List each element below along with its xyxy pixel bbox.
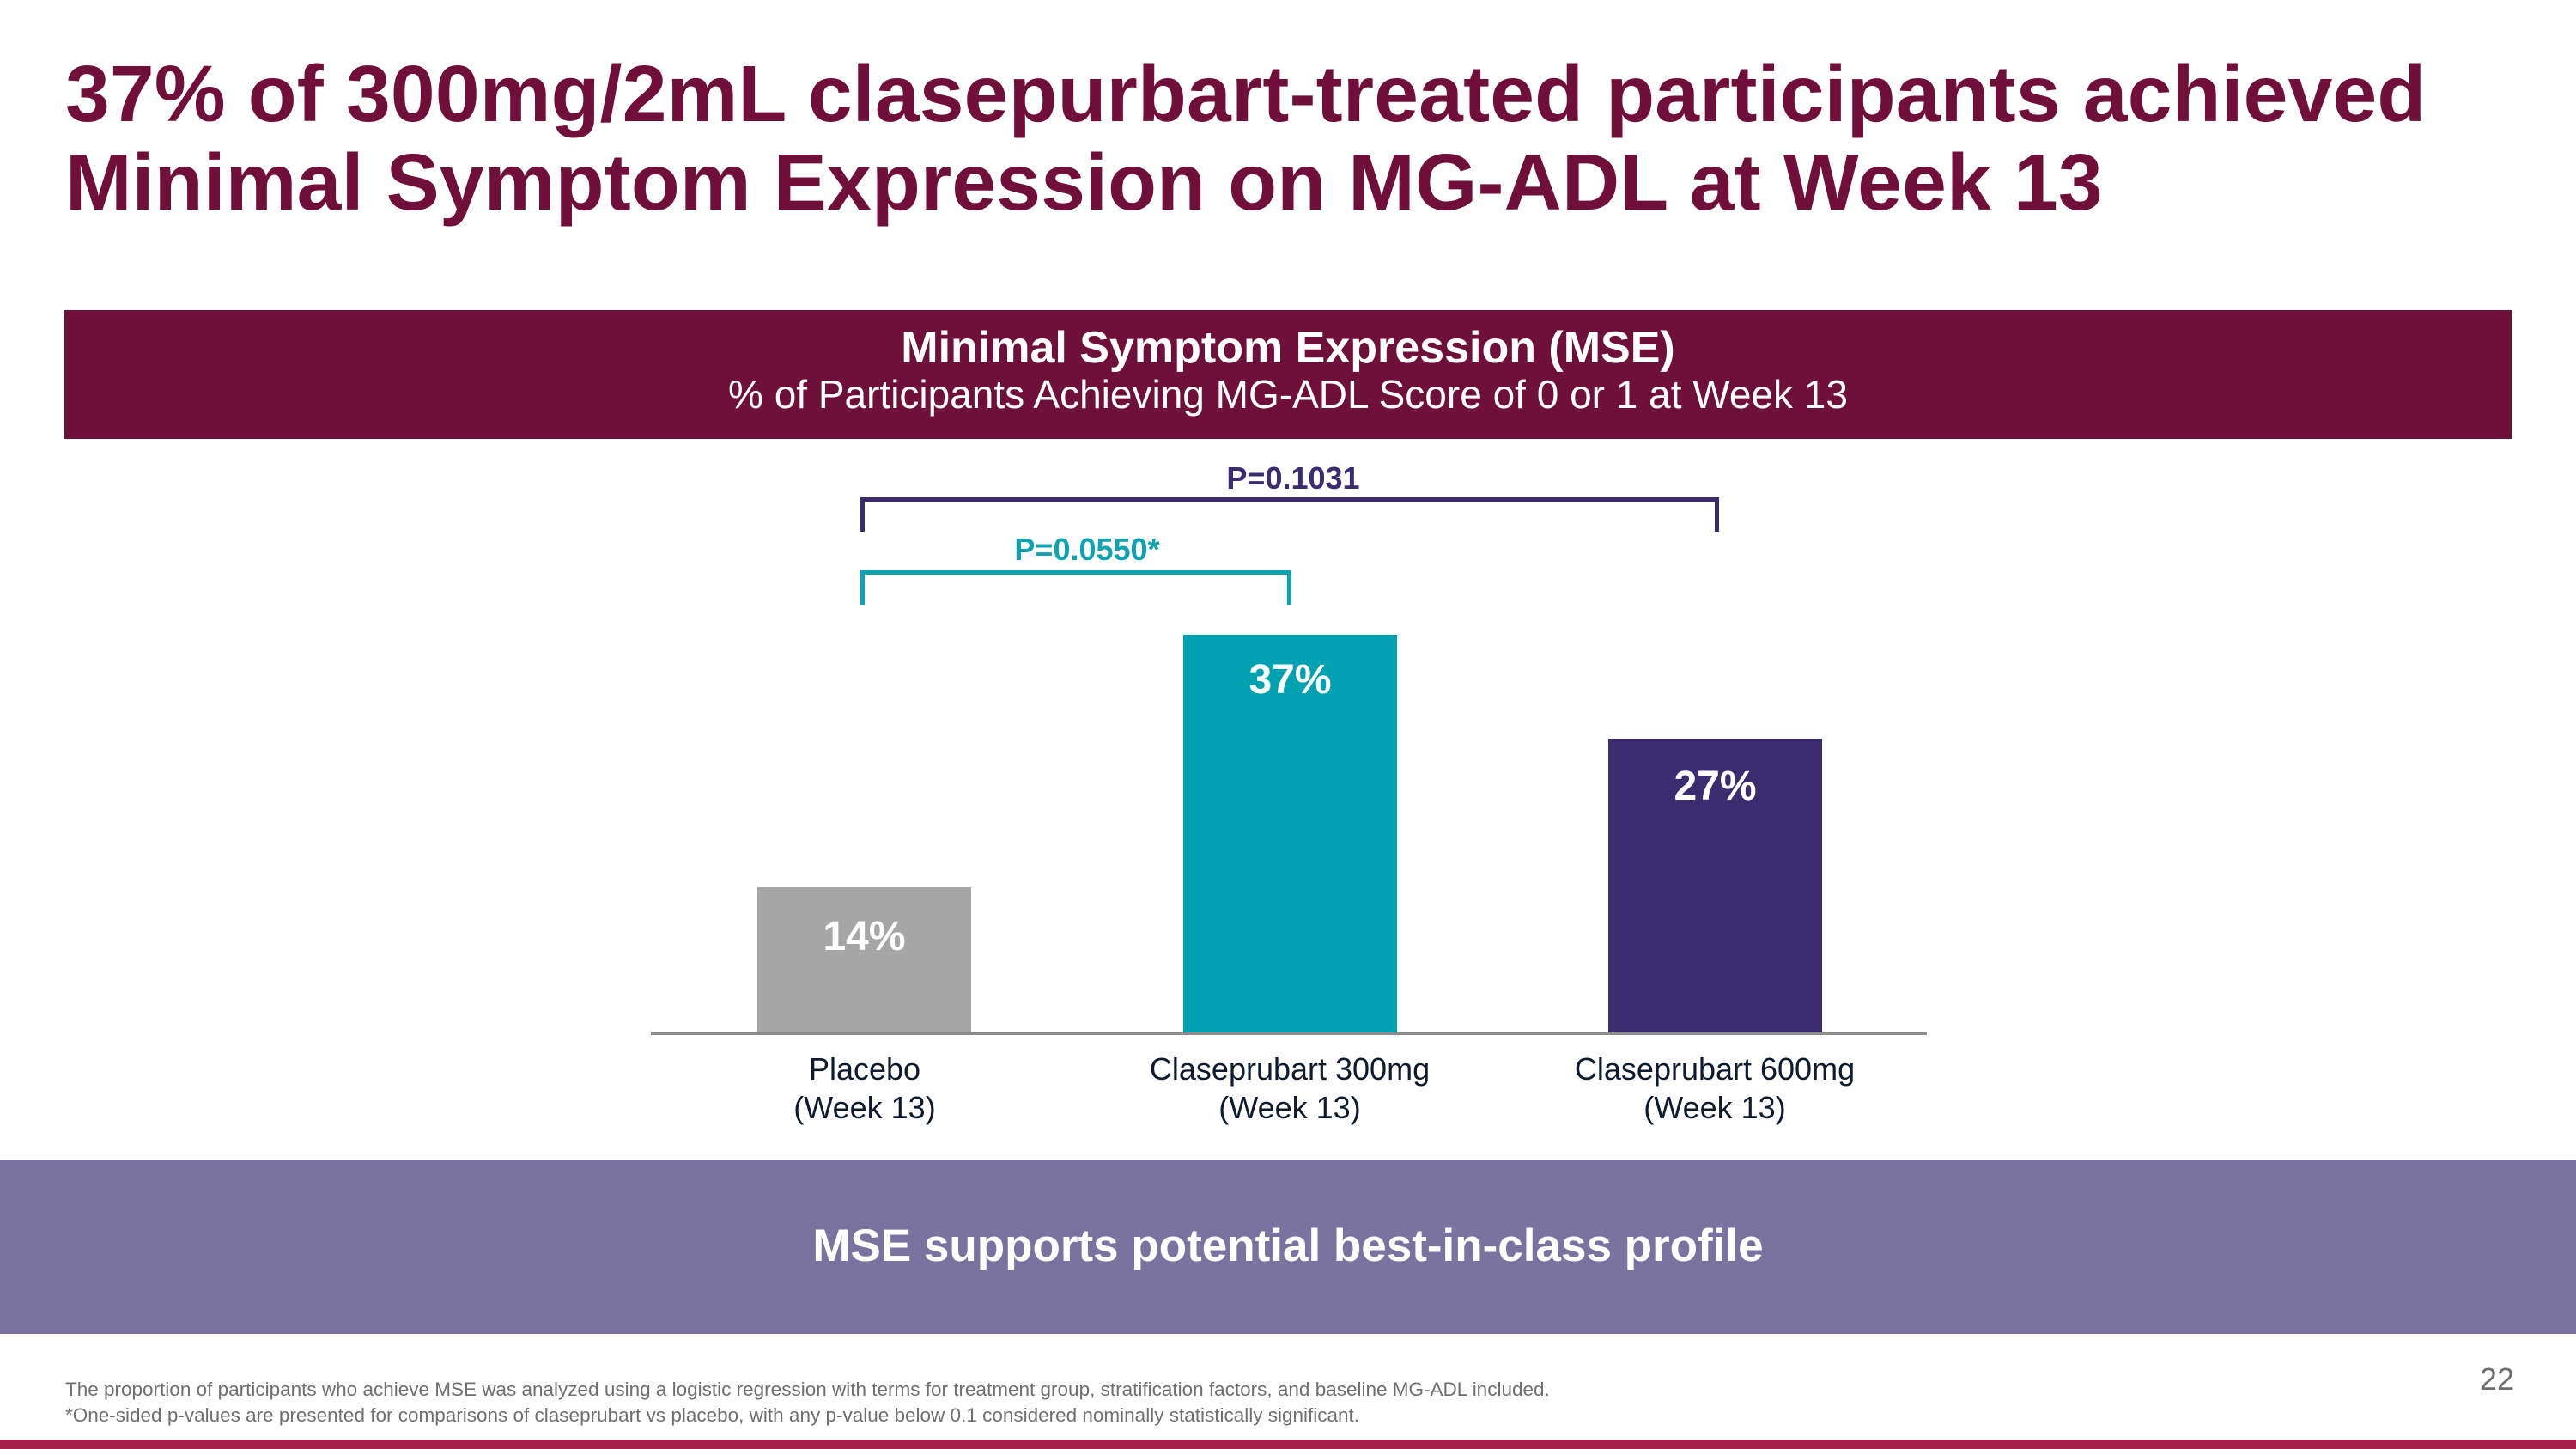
bar-placebo: 14% [757, 887, 971, 1033]
slide-title-line-2: Minimal Symptom Expression on MG-ADL at … [65, 137, 2103, 227]
category-label-line-2: (Week 13) [1643, 1090, 1786, 1125]
p-value-label-300mg: P=0.0550* [1014, 532, 1160, 567]
page-number: 22 [2479, 1361, 2514, 1397]
slide-title: 37% of 300mg/2mL clasepurbart-treated pa… [65, 50, 2555, 227]
bar-claseprubart-300mg: 37% [1183, 635, 1397, 1033]
significance-bracket-300mg [860, 570, 1291, 605]
footnotes: The proportion of participants who achie… [65, 1377, 1550, 1428]
bar-value-placebo: 14% [823, 914, 906, 959]
category-label-line-2: (Week 13) [1218, 1090, 1361, 1125]
significance-bracket-600mg [860, 497, 1719, 532]
slide-title-line-1: 37% of 300mg/2mL clasepurbart-treated pa… [65, 49, 2427, 138]
category-label-line-2: (Week 13) [793, 1090, 936, 1125]
category-label-line-1: Claseprubart 300mg [1149, 1051, 1431, 1087]
chart-header-banner: Minimal Symptom Expression (MSE) % of Pa… [64, 310, 2512, 439]
x-axis-line [651, 1032, 1927, 1035]
footnote-2: *One-sided p-values are presented for co… [65, 1404, 1360, 1426]
p-value-label-600mg: P=0.1031 [1226, 460, 1360, 496]
bar-value-600mg: 27% [1674, 764, 1757, 809]
category-label-placebo: Placebo (Week 13) [650, 1050, 1079, 1127]
key-takeaway-text: MSE supports potential best-in-class pro… [812, 1221, 1764, 1271]
chart-subtitle: % of Participants Achieving MG-ADL Score… [728, 372, 1848, 417]
category-label-line-1: Claseprubart 600mg [1574, 1051, 1856, 1087]
key-takeaway-banner: MSE supports potential best-in-class pro… [0, 1160, 2576, 1334]
category-label-line-1: Placebo [808, 1051, 921, 1087]
category-label-600mg: Claseprubart 600mg (Week 13) [1500, 1050, 1929, 1127]
bar-claseprubart-600mg: 27% [1608, 739, 1822, 1033]
bottom-accent-strip [0, 1440, 2576, 1449]
chart-title: Minimal Symptom Expression (MSE) [901, 323, 1675, 373]
bar-value-300mg: 37% [1249, 657, 1332, 703]
footnote-1: The proportion of participants who achie… [65, 1379, 1550, 1400]
category-label-300mg: Claseprubart 300mg (Week 13) [1075, 1050, 1504, 1127]
